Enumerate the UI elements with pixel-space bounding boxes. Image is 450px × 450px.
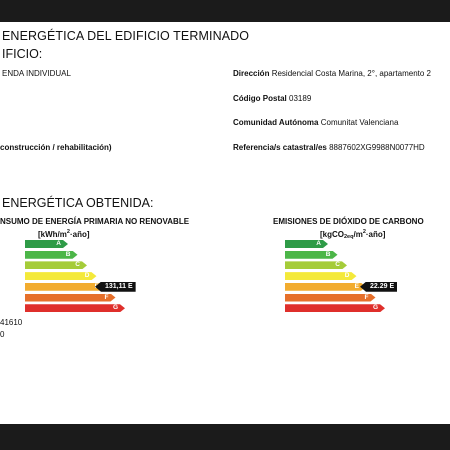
cadastral-ref-value: 8887602XG9988N0077HD <box>329 143 425 152</box>
rating-value-indicator: 22.29 E <box>360 281 398 292</box>
building-type-value: ENDA INDIVIDUAL <box>2 69 71 78</box>
rating-bar-c: C <box>285 261 347 269</box>
rating-heading: ENERGÉTICA OBTENIDA: <box>2 196 154 210</box>
address-value: Residencial Costa Marina, 2°, apartament… <box>271 69 431 78</box>
unit-prefix: [kWh/m <box>38 230 67 239</box>
rating-bar-g: G <box>285 304 385 312</box>
energy-certificate-document: ENERGÉTICA DEL EDIFICIO TERMINADO IFICIO… <box>0 22 450 424</box>
cadastral-ref-label: Referencia/s catastral/es <box>233 143 327 152</box>
emissions-chart-title: EMISIONES DE DIÓXIDO DE CARBONO <box>273 217 424 226</box>
address-row: Dirección Residencial Costa Marina, 2°, … <box>233 69 431 78</box>
postal-code-label: Código Postal <box>233 94 287 103</box>
rating-bar-g: G <box>25 304 125 312</box>
unit-mid: /m <box>353 230 363 239</box>
consumption-chart-title: NSUMO DE ENERGÍA PRIMARIA NO RENOVABLE <box>0 217 190 226</box>
unit-suffix: ·año] <box>69 230 90 239</box>
certificate-title: ENERGÉTICA DEL EDIFICIO TERMINADO <box>2 29 250 43</box>
region-row: Comunidad Autónoma Comunitat Valenciana <box>233 118 398 127</box>
rating-bar-f: F <box>25 294 116 302</box>
rating-bar-d: D <box>285 272 357 280</box>
unit-superscript: 2 <box>362 229 366 235</box>
rating-bar-e: E <box>285 283 366 291</box>
rating-bar-f: F <box>285 294 376 302</box>
rating-bar-a: A <box>25 240 68 248</box>
construction-type-label: construcción / rehabilitación) <box>0 143 112 152</box>
rating-bar-e: E <box>25 283 106 291</box>
building-section-heading: IFICIO: <box>2 47 43 61</box>
extra-value-1: 41610 <box>0 318 23 327</box>
top-black-bar <box>0 0 450 22</box>
bottom-black-bar <box>0 424 450 450</box>
rating-value-indicator: 131,11 E <box>95 281 136 292</box>
emissions-chart-unit: [kgCO2eq/m2·año] <box>320 229 386 240</box>
consumption-chart-unit: [kWh/m2·año] <box>38 229 90 239</box>
address-label: Dirección <box>233 69 270 78</box>
rating-bar-d: D <box>25 272 97 280</box>
unit-prefix: [kgCO <box>320 230 344 239</box>
rating-bar-a: A <box>285 240 328 248</box>
unit-suffix: ·año] <box>365 230 386 239</box>
rating-bar-b: B <box>25 251 78 259</box>
rating-bar-c: C <box>25 261 87 269</box>
extra-value-2: 0 <box>0 330 5 339</box>
consumption-rating-scale: ABCDE131,11 E FG <box>25 240 145 315</box>
unit-superscript: 2 <box>66 229 70 235</box>
region-value: Comunitat Valenciana <box>320 118 399 127</box>
postal-code-row: Código Postal 03189 <box>233 94 311 103</box>
unit-subscript: 2eq <box>344 234 354 240</box>
postal-code-value: 03189 <box>289 94 312 103</box>
region-label: Comunidad Autónoma <box>233 118 319 127</box>
rating-bar-b: B <box>285 251 338 259</box>
cadastral-ref-row: Referencia/s catastral/es 8887602XG9988N… <box>233 143 425 152</box>
